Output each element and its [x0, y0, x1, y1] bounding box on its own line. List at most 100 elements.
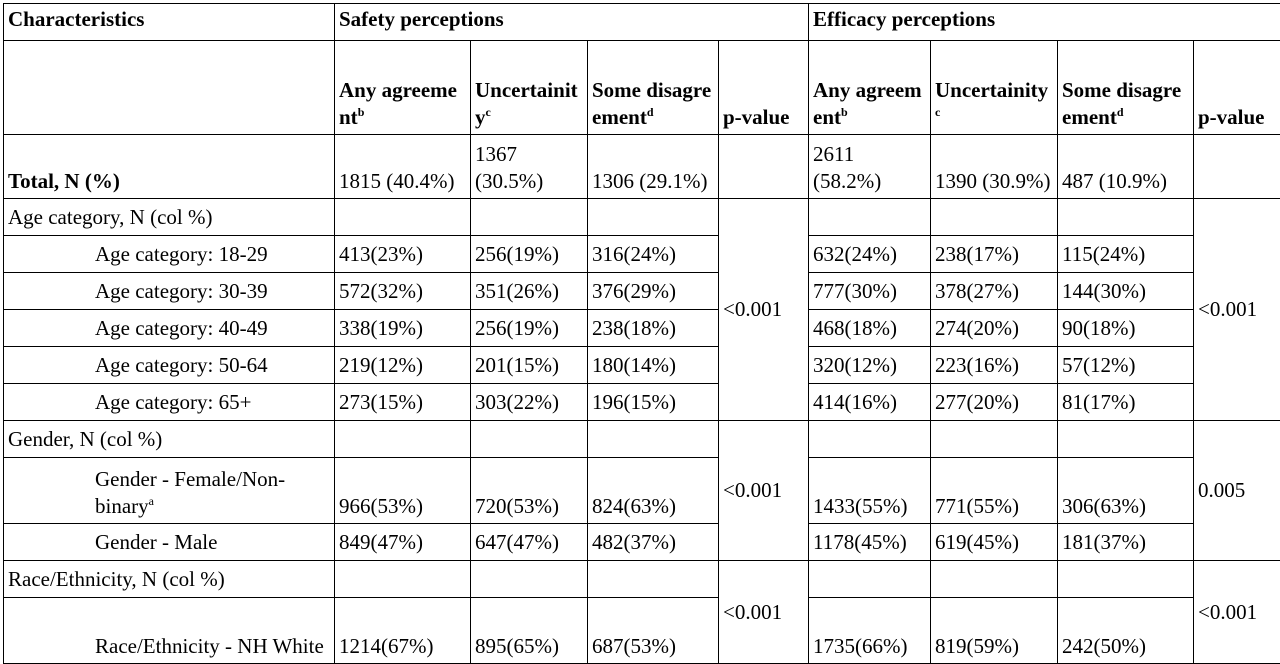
efficacy-cell: 777(30%) — [809, 273, 931, 310]
efficacy-cell: 238(17%) — [931, 236, 1058, 273]
row-label: Age category: 40-49 — [4, 310, 335, 347]
safety-cell: 303(22%) — [471, 384, 588, 421]
empty-cell — [1058, 421, 1194, 458]
row-label: Gender - Female/Non-binarya — [4, 458, 335, 524]
efficacy-perceptions-header: Efficacy perceptions — [809, 4, 1280, 41]
safety-pvalue: <0.001 — [719, 421, 809, 561]
efficacy-cell: 1735(66%) — [809, 598, 931, 664]
safety-cell: 376(29%) — [588, 273, 719, 310]
efficacy-cell: 1433(55%) — [809, 458, 931, 524]
safety-col-header-3: p-value — [719, 41, 809, 135]
section-label: Age category, N (col %) — [4, 199, 335, 236]
empty-cell — [588, 421, 719, 458]
table-row: Age category: 65+273(15%)303(22%)196(15%… — [4, 384, 1280, 421]
total-row: Total, N (%) 1815 (40.4%)1367 (30.5%)130… — [4, 135, 1280, 199]
row-label: Age category: 50-64 — [4, 347, 335, 384]
empty-cell — [335, 421, 471, 458]
efficacy-cell: 306(63%) — [1058, 458, 1194, 524]
total-efficacy-cell: 1390 (30.9%) — [931, 135, 1058, 199]
safety-cell: 273(15%) — [335, 384, 471, 421]
safety-cell: 824(63%) — [588, 458, 719, 524]
efficacy-cell: 181(37%) — [1058, 524, 1194, 561]
efficacy-cell: 57(12%) — [1058, 347, 1194, 384]
efficacy-col-header-0: Any agreementb — [809, 41, 931, 135]
efficacy-pvalue: 0.005 — [1194, 421, 1280, 561]
safety-cell: 201(15%) — [471, 347, 588, 384]
efficacy-col-header-2: Some disagreementd — [1058, 41, 1194, 135]
empty-cell — [1058, 199, 1194, 236]
footnote-marker: d — [1117, 105, 1124, 119]
empty-cell — [335, 199, 471, 236]
efficacy-cell: 274(20%) — [931, 310, 1058, 347]
total-safety-pvalue-empty — [719, 135, 809, 199]
empty-cell — [588, 561, 719, 598]
row-label: Age category: 18-29 — [4, 236, 335, 273]
safety-cell: 647(47%) — [471, 524, 588, 561]
empty-cell — [809, 421, 931, 458]
safety-col-header-2: Some disagreementd — [588, 41, 719, 135]
total-safety-cell: 1367 (30.5%) — [471, 135, 588, 199]
characteristics-header: Characteristics — [4, 4, 335, 41]
footnote-marker: d — [647, 105, 654, 119]
empty-cell — [471, 421, 588, 458]
safety-cell: 316(24%) — [588, 236, 719, 273]
safety-cell: 482(37%) — [588, 524, 719, 561]
safety-cell: 895(65%) — [471, 598, 588, 664]
safety-cell: 256(19%) — [471, 310, 588, 347]
empty-cell — [809, 561, 931, 598]
safety-cell: 413(23%) — [335, 236, 471, 273]
footnote-marker: b — [358, 105, 365, 119]
footnote-marker: b — [841, 105, 848, 119]
section-header-row: Race/Ethnicity, N (col %)<0.001<0.001 — [4, 561, 1280, 598]
efficacy-cell: 144(30%) — [1058, 273, 1194, 310]
row-label: Age category: 30-39 — [4, 273, 335, 310]
safety-cell: 219(12%) — [335, 347, 471, 384]
efficacy-pvalue: <0.001 — [1194, 561, 1280, 664]
safety-cell: 351(26%) — [471, 273, 588, 310]
row-label: Gender - Male — [4, 524, 335, 561]
empty-cell — [471, 561, 588, 598]
total-safety-cell: 1815 (40.4%) — [335, 135, 471, 199]
empty-cell — [1058, 561, 1194, 598]
section-label: Gender, N (col %) — [4, 421, 335, 458]
efficacy-pvalue: <0.001 — [1194, 199, 1280, 421]
section-header-row: Age category, N (col %)<0.001<0.001 — [4, 199, 1280, 236]
efficacy-cell: 378(27%) — [931, 273, 1058, 310]
safety-cell: 1214(67%) — [335, 598, 471, 664]
safety-cell: 256(19%) — [471, 236, 588, 273]
efficacy-cell: 414(16%) — [809, 384, 931, 421]
efficacy-cell: 90(18%) — [1058, 310, 1194, 347]
efficacy-col-header-3: p-value — [1194, 41, 1280, 135]
group-header-row: Characteristics Safety perceptions Effic… — [4, 4, 1280, 41]
total-safety-cell: 1306 (29.1%) — [588, 135, 719, 199]
safety-pvalue: <0.001 — [719, 561, 809, 664]
efficacy-cell: 223(16%) — [931, 347, 1058, 384]
efficacy-cell: 242(50%) — [1058, 598, 1194, 664]
empty-cell — [335, 561, 471, 598]
safety-col-header-1: Uncertainityc — [471, 41, 588, 135]
efficacy-cell: 320(12%) — [809, 347, 931, 384]
safety-cell: 196(15%) — [588, 384, 719, 421]
safety-cell: 180(14%) — [588, 347, 719, 384]
total-efficacy-pvalue-empty — [1194, 135, 1280, 199]
safety-cell: 572(32%) — [335, 273, 471, 310]
safety-cell: 849(47%) — [335, 524, 471, 561]
empty-cell — [809, 199, 931, 236]
footnote-marker: a — [149, 494, 154, 508]
efficacy-cell: 468(18%) — [809, 310, 931, 347]
safety-cell: 720(53%) — [471, 458, 588, 524]
footnote-marker: c — [935, 105, 940, 119]
efficacy-col-header-1: Uncertainityc — [931, 41, 1058, 135]
efficacy-cell: 115(24%) — [1058, 236, 1194, 273]
section-label: Race/Ethnicity, N (col %) — [4, 561, 335, 598]
total-label: Total, N (%) — [4, 135, 335, 199]
empty-cell — [931, 199, 1058, 236]
